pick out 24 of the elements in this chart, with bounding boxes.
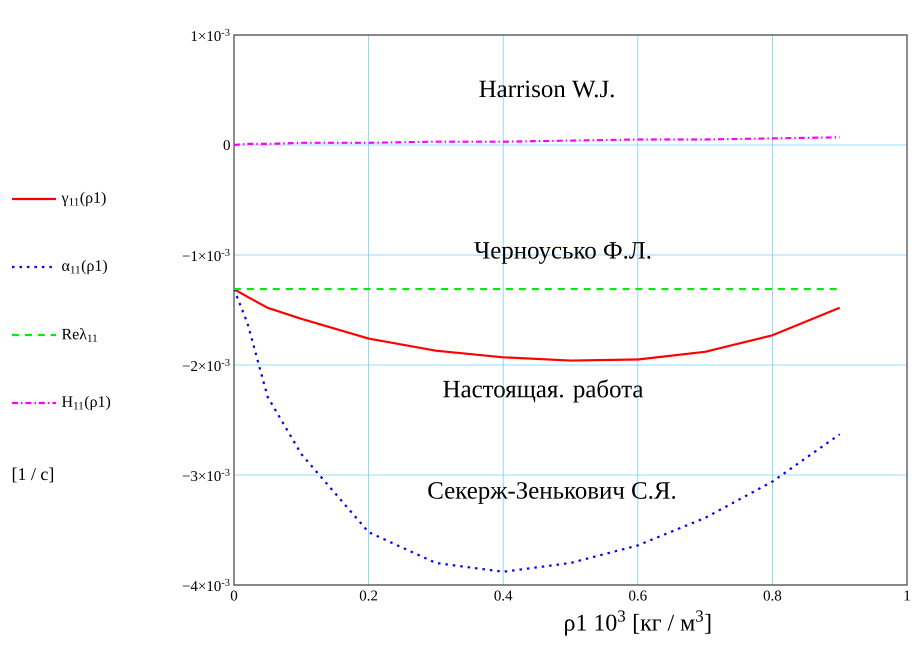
text: [1 / c] xyxy=(12,468,54,482)
x-tick-label: 0.2 xyxy=(360,590,378,601)
y-tick-label: −4×10$^{-3}$ xyxy=(182,578,230,592)
y-tick-label: −1×10$^{-3}$ xyxy=(182,248,230,262)
x-tick-label: 1 xyxy=(904,590,910,600)
x-tick-label: 0.8 xyxy=(764,590,782,601)
legend-label: Reλ$_{11}$ xyxy=(62,328,98,342)
y-tick-label: −2×10$^{-3}$ xyxy=(182,358,230,372)
x-tick-label: 0 xyxy=(230,590,238,601)
legend-label: γ$_{11}$(ρ1) xyxy=(62,192,106,206)
annotation: Секерж-Зенькович С.Я. xyxy=(428,482,676,504)
y-tick-label: 1×10$^{-3}$ xyxy=(192,28,230,42)
line-series xyxy=(234,288,841,362)
y-tick-label: −3×10$^{-3}$ xyxy=(182,468,230,482)
annotation: Черноусько Ф.Л. xyxy=(474,242,650,264)
x-tick-label: 0.4 xyxy=(494,590,512,601)
x-tick-label: 0.6 xyxy=(629,590,647,601)
y-tick-label: 0 xyxy=(224,140,230,150)
annotation: Настоящая. работа xyxy=(443,379,644,403)
legend-label: H$_{11}$(ρ1) xyxy=(62,396,110,410)
x-axis-title: ρ1 10$^{3}$ [кг / м$^{3}$] xyxy=(565,610,710,636)
line-series xyxy=(234,288,841,573)
annotation: Harrison W.J. xyxy=(479,80,614,98)
legend-label: α$_{11}$(ρ1) xyxy=(62,260,107,274)
